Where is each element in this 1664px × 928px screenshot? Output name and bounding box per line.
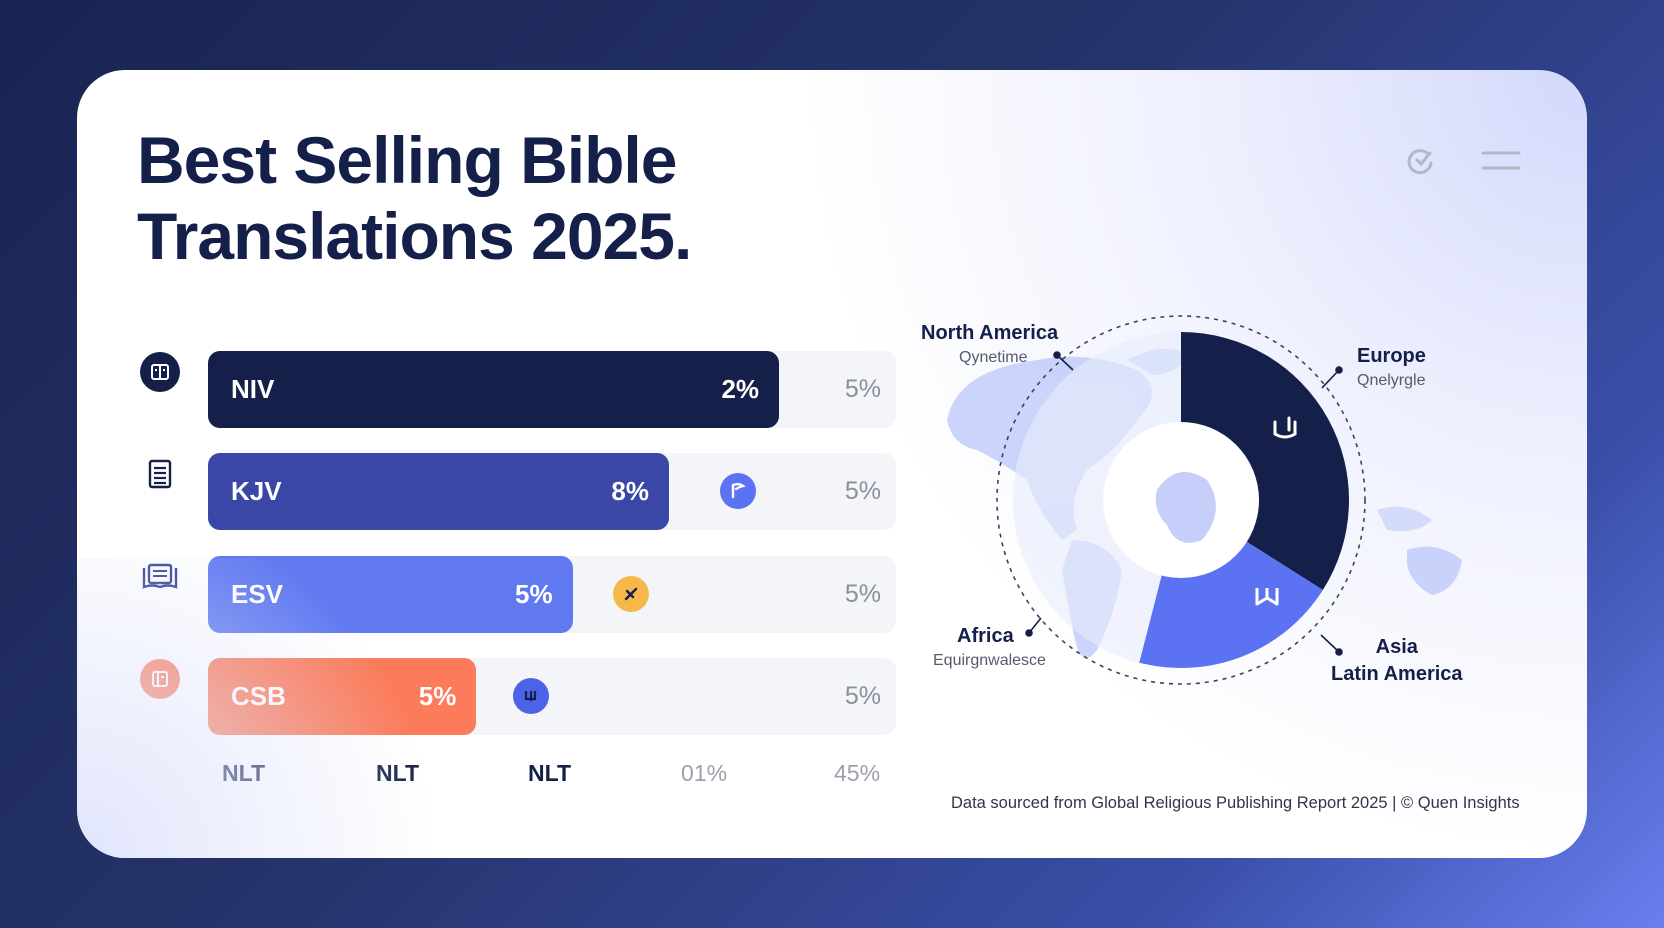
bar-label-niv: NIV <box>231 374 275 404</box>
x-tick-label: NLT <box>222 760 266 786</box>
bible-icon <box>140 352 180 392</box>
region-subtitle: Qynetime <box>959 349 1028 366</box>
region-name: Latin America <box>1331 663 1463 685</box>
region-north-america: North America Qynetime <box>921 322 1058 367</box>
flag-icon <box>720 473 756 509</box>
region-subtitle: Qnelyrgle <box>1357 372 1426 389</box>
bar-kjv <box>208 453 669 530</box>
bookmark-icon <box>140 659 180 699</box>
bar-value-kjv: 8% <box>611 476 649 506</box>
x-tick-label: 45% <box>834 760 881 786</box>
bar-value-esv: 5% <box>515 579 553 609</box>
x-tick-label: 01% <box>681 760 728 786</box>
bar-label-esv: ESV <box>231 579 284 609</box>
track-value-esv: 5% <box>844 580 881 608</box>
bar-value-niv: 2% <box>721 374 760 404</box>
bar-label-kjv: KJV <box>231 476 282 506</box>
book-icon <box>513 678 549 714</box>
regional-donut-chart <box>947 315 1462 685</box>
document-icon <box>140 454 180 494</box>
donut-slice <box>1012 332 1181 663</box>
track-value-kjv: 5% <box>844 477 881 505</box>
title-line-2: Translations 2025. <box>137 199 692 273</box>
source-footer: Data sourced from Global Religious Publi… <box>951 794 1520 812</box>
region-name: North America <box>921 322 1059 344</box>
bar-value-csb: 5% <box>418 681 457 711</box>
menu-icon[interactable] <box>1481 148 1521 179</box>
page-title: Best Selling Bible Translations 2025. <box>137 122 692 274</box>
region-asia-latin-america: Asia Latin America <box>1331 636 1463 686</box>
callout-lines <box>1025 351 1343 656</box>
x-tick-label: NLT <box>376 760 420 786</box>
region-europe: Europe Qnelyrgle <box>1357 345 1426 390</box>
bar-niv <box>208 351 780 428</box>
region-name: Asia <box>1375 636 1418 658</box>
infographic-card: Best Selling Bible Translations 2025. NI… <box>77 70 1587 858</box>
book-shield-icon <box>1255 588 1279 606</box>
open-book-icon <box>140 557 180 597</box>
shield-icon <box>1273 416 1297 439</box>
bar-csb <box>208 658 477 735</box>
map-inner <box>1155 472 1216 543</box>
title-line-1: Best Selling Bible <box>137 123 677 197</box>
tools-icon <box>613 576 649 612</box>
region-name: Europe <box>1357 345 1426 367</box>
donut-outline <box>996 315 1366 685</box>
bar-esv <box>208 556 573 633</box>
track-value-csb: 5% <box>844 682 881 710</box>
region-name: Africa <box>957 625 1014 647</box>
refresh-icon[interactable] <box>1403 144 1437 183</box>
track-value-niv: 5% <box>844 375 881 403</box>
region-subtitle: Equirgnwalesce <box>933 652 1046 669</box>
x-tick-label: NLT <box>528 760 572 786</box>
region-africa: Africa Equirgnwalesce <box>933 625 1046 670</box>
bar-label-csb: CSB <box>231 681 286 711</box>
